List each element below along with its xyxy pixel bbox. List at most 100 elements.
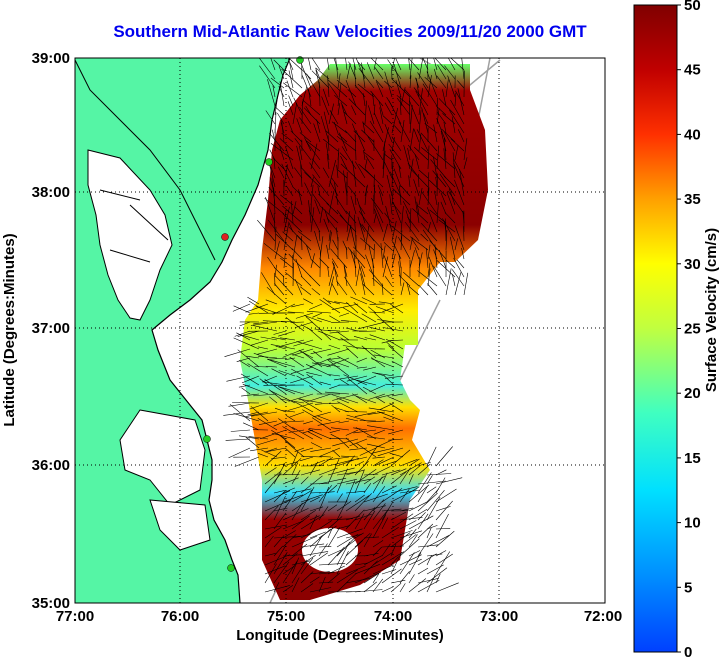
velocity-vector xyxy=(400,206,404,233)
velocity-vector xyxy=(287,101,294,116)
velocity-vector xyxy=(267,256,276,269)
velocity-vector xyxy=(352,393,368,404)
velocity-vector xyxy=(286,80,294,98)
velocity-vector xyxy=(383,255,393,278)
velocity-vector xyxy=(408,58,411,71)
velocity-vector xyxy=(461,247,465,260)
velocity-vector xyxy=(372,486,386,503)
velocity-vector xyxy=(392,188,411,206)
velocity-vector xyxy=(308,428,323,431)
velocity-vector xyxy=(327,359,350,377)
velocity-vector xyxy=(426,475,433,485)
velocity-vector xyxy=(319,299,341,314)
velocity-vector xyxy=(301,75,312,98)
velocity-vector xyxy=(336,135,357,152)
velocity-vector xyxy=(273,535,302,539)
x-tick-label: 72:00 xyxy=(584,608,622,625)
velocity-vector xyxy=(435,488,457,503)
velocity-vector xyxy=(336,550,349,575)
velocity-vector xyxy=(273,187,276,215)
velocity-vector xyxy=(457,129,465,143)
velocity-vector xyxy=(382,256,389,278)
velocity-vector xyxy=(290,130,303,143)
velocity-vector xyxy=(409,97,411,125)
velocity-vector xyxy=(345,58,348,71)
velocity-vector xyxy=(316,119,321,134)
velocity-vector xyxy=(327,504,338,512)
velocity-vector xyxy=(435,506,451,512)
velocity-vector xyxy=(376,410,404,422)
velocity-vector xyxy=(463,157,468,170)
velocity-vector xyxy=(449,110,465,134)
velocity-vector xyxy=(273,158,276,170)
velocity-vector xyxy=(353,336,368,341)
velocity-vector xyxy=(354,564,381,575)
velocity-vector xyxy=(300,164,303,188)
velocity-vector xyxy=(430,159,447,179)
velocity-vector xyxy=(274,407,287,413)
velocity-vector xyxy=(232,402,260,404)
velocity-vector xyxy=(407,144,420,161)
velocity-vector xyxy=(423,113,429,125)
velocity-vector xyxy=(233,337,260,350)
velocity-vector xyxy=(311,70,330,89)
velocity-vector xyxy=(273,512,287,530)
velocity-vector xyxy=(437,112,447,125)
velocity-vector xyxy=(264,447,278,453)
velocity-vector xyxy=(354,192,357,206)
velocity-vector xyxy=(355,442,377,458)
velocity-vector xyxy=(426,490,445,512)
velocity-vector xyxy=(272,129,276,143)
velocity-vector xyxy=(417,480,446,485)
velocity-vector xyxy=(433,156,438,179)
velocity-vector xyxy=(317,415,332,422)
velocity-vector xyxy=(414,247,420,260)
velocity-vector xyxy=(450,58,465,71)
velocity-vector xyxy=(341,104,348,125)
velocity-vector xyxy=(426,555,432,566)
velocity-vector xyxy=(273,420,287,427)
velocity-vector xyxy=(280,398,305,404)
velocity-vector xyxy=(407,148,411,161)
velocity-vector xyxy=(382,327,404,332)
velocity-vector xyxy=(424,76,438,89)
velocity-vector xyxy=(404,89,420,107)
velocity-vector xyxy=(305,139,321,152)
velocity-vector xyxy=(301,168,312,179)
velocity-vector xyxy=(427,268,431,287)
velocity-vector xyxy=(421,191,438,215)
velocity-vector xyxy=(280,321,296,323)
velocity-vector xyxy=(434,58,447,71)
velocity-vector xyxy=(369,120,384,143)
velocity-vector xyxy=(449,236,456,260)
velocity-vector xyxy=(329,315,341,323)
velocity-vector xyxy=(372,476,383,494)
velocity-vector xyxy=(309,506,324,512)
velocity-vector xyxy=(282,585,294,593)
velocity-vector xyxy=(413,146,429,161)
velocity-vector xyxy=(354,532,364,539)
velocity-vector xyxy=(429,209,447,224)
velocity-vector xyxy=(310,442,323,449)
velocity-vector xyxy=(300,494,323,503)
velocity-vector xyxy=(318,457,334,467)
velocity-vector xyxy=(264,527,282,539)
velocity-vector xyxy=(310,447,332,452)
velocity-vector xyxy=(341,455,359,458)
velocity-vector xyxy=(368,234,384,251)
velocity-vector xyxy=(253,393,278,397)
velocity-vector xyxy=(310,258,321,269)
velocity-vector xyxy=(308,303,323,310)
velocity-vector xyxy=(257,346,269,350)
station-marker xyxy=(265,158,273,166)
velocity-vector xyxy=(366,443,386,449)
velocity-vector xyxy=(435,528,451,530)
velocity-vector xyxy=(242,383,269,395)
velocity-vector xyxy=(300,583,314,593)
velocity-vector xyxy=(273,582,280,593)
velocity-vector xyxy=(308,428,332,440)
velocity-vector xyxy=(308,89,312,107)
velocity-vector xyxy=(333,375,359,381)
velocity-vector xyxy=(392,202,402,215)
velocity-vector xyxy=(381,527,399,539)
